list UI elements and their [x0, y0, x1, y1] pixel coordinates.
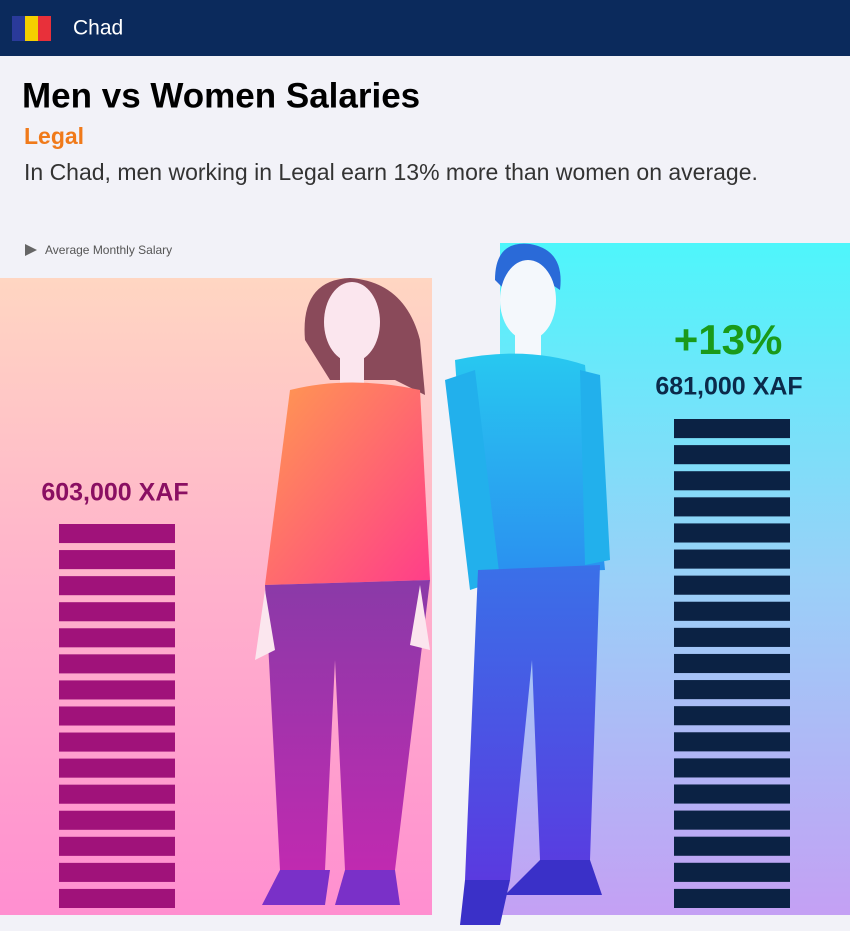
bar-strip [674, 523, 790, 543]
bar-strip [674, 445, 790, 465]
bar-strip [59, 628, 175, 648]
bar-strip [674, 862, 790, 882]
bar-strip [674, 419, 790, 439]
bar-strip [674, 732, 790, 752]
woman-figure [255, 278, 430, 905]
flag-blue [12, 16, 25, 41]
bar-strip [674, 549, 790, 569]
women-bar [59, 524, 175, 908]
women-salary: 603,000 XAF [41, 479, 188, 507]
bar-strip [674, 575, 790, 595]
bar-strip [59, 706, 175, 726]
bar-strip [59, 550, 175, 570]
bar-strip [674, 810, 790, 830]
country: Chad [73, 17, 123, 40]
flag-yellow [25, 16, 38, 41]
bar-strip [674, 836, 790, 856]
bar-strip [59, 654, 175, 674]
legend-icon [25, 244, 37, 256]
bar-strip [674, 706, 790, 726]
bar-strip [59, 732, 175, 752]
men-salary: 681,000 XAF [655, 373, 802, 401]
men-difference: +13% [674, 316, 783, 363]
bar-strip [674, 497, 790, 517]
bar-strip [674, 758, 790, 778]
legend: Average Monthly Salary [45, 243, 172, 257]
bar-strip [674, 653, 790, 674]
bar-strip [674, 627, 790, 647]
bar-strip [59, 888, 175, 908]
flag-red [38, 16, 51, 41]
bar-strip [674, 784, 790, 804]
category: Legal [24, 123, 84, 149]
bar-strip [674, 888, 790, 908]
description: In Chad, men working in Legal earn 13% m… [24, 159, 758, 185]
men-bar [674, 419, 790, 908]
bar-strip [59, 758, 175, 778]
bar-strip [59, 602, 175, 622]
bar-strip [674, 471, 790, 491]
bar-strip [59, 810, 175, 830]
bar-strip [59, 784, 175, 804]
title: Men vs Women Salaries [22, 76, 420, 115]
bar-strip [674, 601, 790, 621]
bar-strip [59, 836, 175, 856]
bar-strip [59, 524, 175, 544]
man-figure [445, 243, 610, 925]
bar-strip [674, 680, 790, 700]
bar-strip [59, 862, 175, 882]
bar-strip [59, 576, 175, 596]
bar-strip [59, 680, 175, 700]
header-bar [0, 0, 850, 56]
